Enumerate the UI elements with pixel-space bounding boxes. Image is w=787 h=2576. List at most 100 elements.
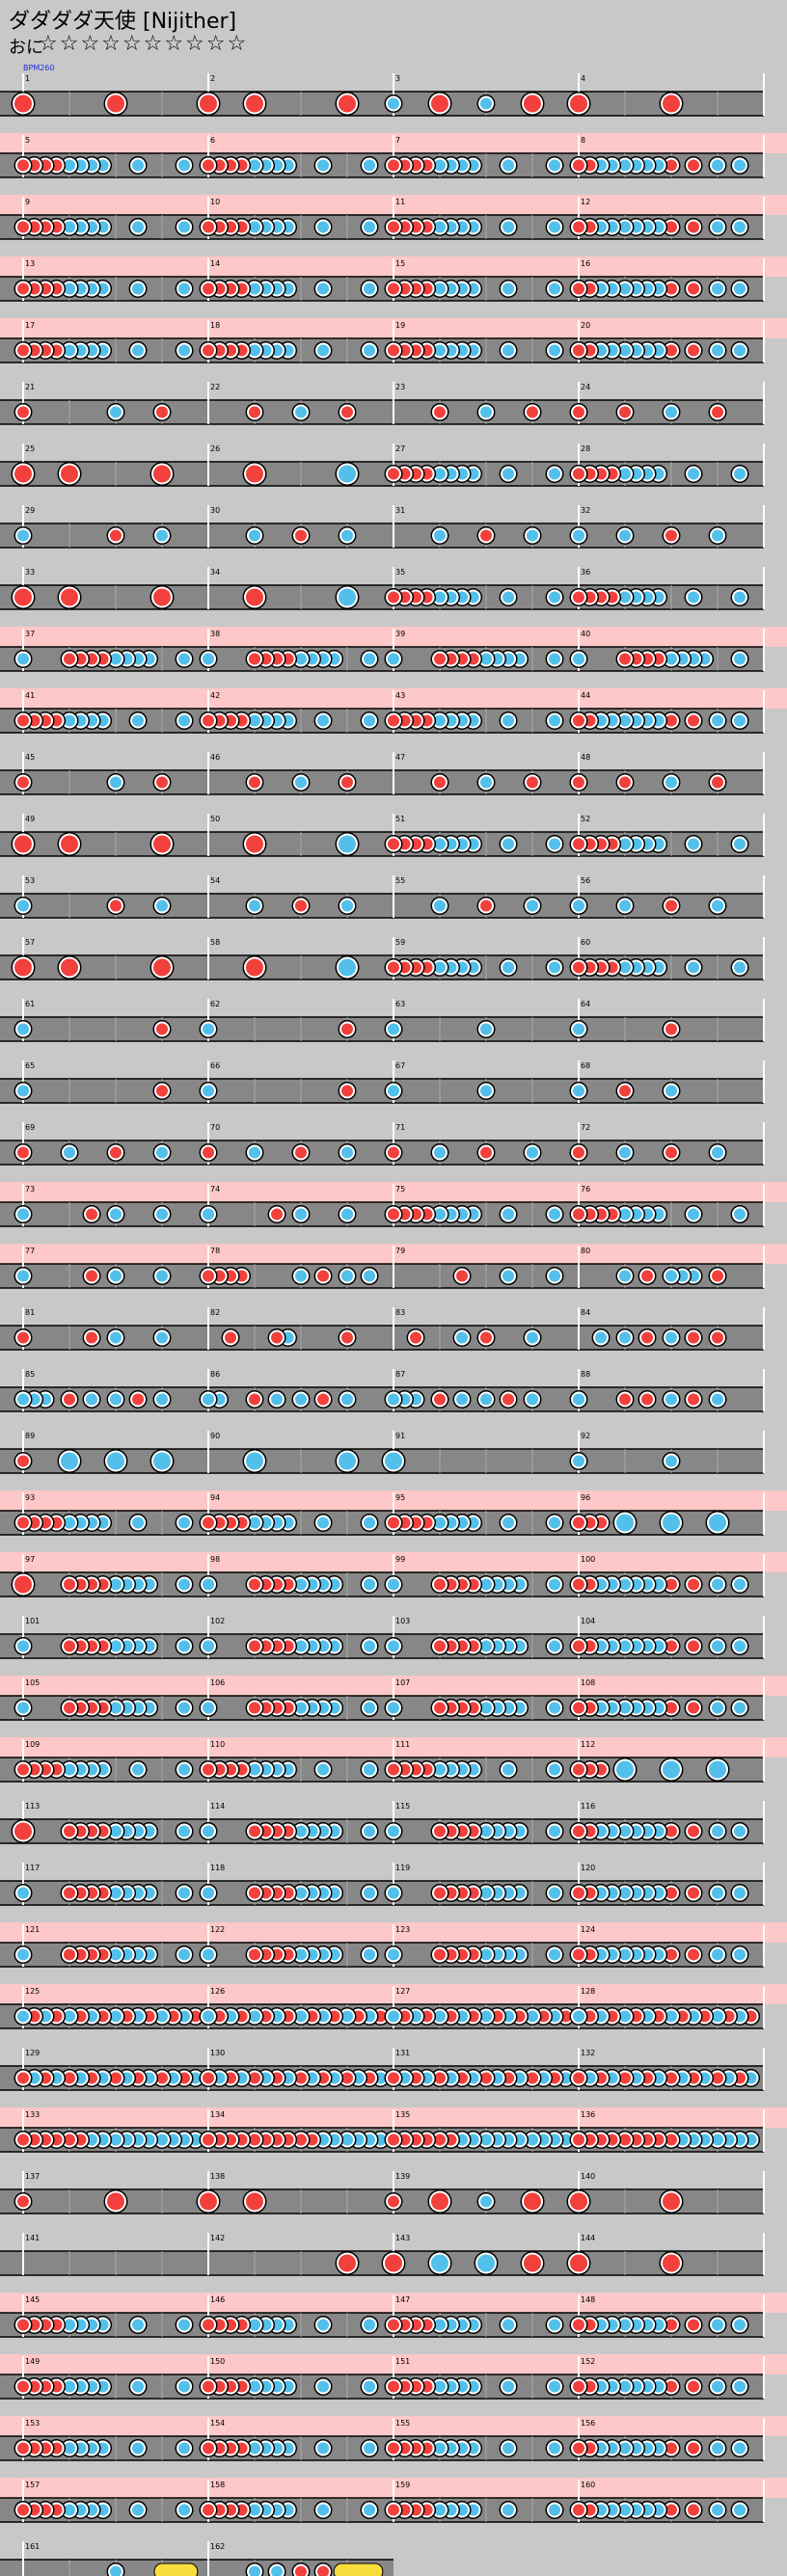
gogo-band xyxy=(0,2354,208,2375)
ka-big-note xyxy=(246,1452,263,1470)
ka-note xyxy=(17,1702,29,1714)
ka-note xyxy=(295,1270,307,1282)
measure-row-lane xyxy=(0,1017,764,1041)
don-note xyxy=(271,1208,284,1221)
gogo-band xyxy=(579,256,787,277)
ka-note xyxy=(341,2133,353,2146)
gogo-band xyxy=(208,1984,394,2004)
gogo-band xyxy=(208,1490,394,1511)
ka-big-note xyxy=(339,835,356,853)
ka-big-note xyxy=(663,1514,680,1532)
measure-number: 91 xyxy=(395,1432,405,1440)
don-note xyxy=(502,1393,515,1406)
ka-note xyxy=(364,1887,376,1899)
ka-note xyxy=(734,221,746,233)
gogo-band xyxy=(394,1182,579,1202)
ka-note xyxy=(364,1948,376,1961)
measure-number: 161 xyxy=(25,2542,40,2551)
ka-note xyxy=(317,159,330,172)
don-note xyxy=(573,2133,584,2146)
don-note xyxy=(665,1825,677,1838)
don-note xyxy=(249,1640,260,1652)
measure-number: 113 xyxy=(25,1802,40,1811)
don-note xyxy=(203,159,214,172)
ka-note xyxy=(178,2319,191,2331)
don-note xyxy=(665,221,677,233)
ka-note xyxy=(434,1146,446,1159)
don-big-note xyxy=(246,588,263,606)
don-note xyxy=(249,1948,260,1961)
don-note xyxy=(573,1516,584,1529)
gogo-band xyxy=(579,1737,787,1758)
measure-number: 28 xyxy=(581,444,590,453)
don-note xyxy=(17,2442,29,2455)
don-big-note xyxy=(107,2192,124,2211)
don-note xyxy=(665,1948,677,1961)
ka-note xyxy=(388,1393,399,1406)
measure-number: 71 xyxy=(395,1123,405,1132)
gogo-band xyxy=(208,1737,394,1758)
ka-note xyxy=(434,714,446,727)
song-header: ダダダダ天使 [Nijither] おに ☆☆☆☆☆☆☆☆☆☆ BPM260 xyxy=(0,0,787,77)
don-big-note xyxy=(200,2192,217,2211)
gogo-band xyxy=(579,1244,787,1264)
ka-note xyxy=(388,1702,399,1714)
don-note xyxy=(665,159,677,172)
ka-note xyxy=(203,1948,214,1961)
ka-note xyxy=(178,1516,191,1529)
ka-note xyxy=(502,2380,515,2393)
don-note xyxy=(527,406,538,418)
ka-note xyxy=(734,714,746,727)
measure-number: 12 xyxy=(581,198,590,206)
ka-note xyxy=(502,2442,515,2455)
don-note xyxy=(573,1948,584,1961)
ka-note xyxy=(619,1270,631,1282)
ka-note xyxy=(619,838,631,850)
don-note xyxy=(17,776,29,789)
ka-note xyxy=(665,1393,677,1406)
measure-number: 104 xyxy=(581,1617,595,1625)
ka-note xyxy=(434,591,446,604)
measure-number: 17 xyxy=(25,321,35,330)
ka-note xyxy=(573,1085,584,1097)
ka-note xyxy=(712,2319,723,2331)
don-note xyxy=(225,1331,237,1344)
ka-note xyxy=(434,899,446,912)
don-note xyxy=(203,1146,214,1159)
ka-note xyxy=(110,2010,122,2023)
ka-note xyxy=(527,2010,538,2023)
ka-note xyxy=(156,2010,168,2023)
measure-number: 134 xyxy=(210,2110,225,2119)
ka-big-note xyxy=(339,1452,356,1470)
ka-note xyxy=(341,1208,353,1221)
don-note xyxy=(665,344,677,357)
ka-note xyxy=(619,1702,631,1714)
don-note xyxy=(665,2380,677,2393)
don-note xyxy=(388,468,399,480)
ka-note xyxy=(549,159,561,172)
ka-note xyxy=(110,1578,122,1591)
don-big-note xyxy=(14,1822,32,1840)
measure-number: 93 xyxy=(25,1493,35,1502)
gogo-band xyxy=(0,2416,208,2436)
gogo-band xyxy=(579,133,787,153)
ka-note xyxy=(665,1270,677,1282)
ka-note xyxy=(712,1887,723,1899)
measure-number: 86 xyxy=(210,1370,220,1379)
ka-note xyxy=(480,1702,492,1714)
measure-number: 89 xyxy=(25,1432,35,1440)
measure-number: 116 xyxy=(581,1802,595,1811)
ka-note xyxy=(549,1825,561,1838)
measure-number: 148 xyxy=(581,2295,595,2304)
don-note xyxy=(573,591,584,604)
difficulty-stars: ☆☆☆☆☆☆☆☆☆☆ xyxy=(39,32,249,56)
don-note xyxy=(712,406,723,418)
ka-big-note xyxy=(107,1452,124,1470)
ka-note xyxy=(665,2010,677,2023)
gogo-band xyxy=(394,2354,579,2375)
don-note xyxy=(665,2442,677,2455)
ka-note xyxy=(388,1948,399,1961)
ka-note xyxy=(619,2010,631,2023)
ka-note xyxy=(132,2442,145,2455)
